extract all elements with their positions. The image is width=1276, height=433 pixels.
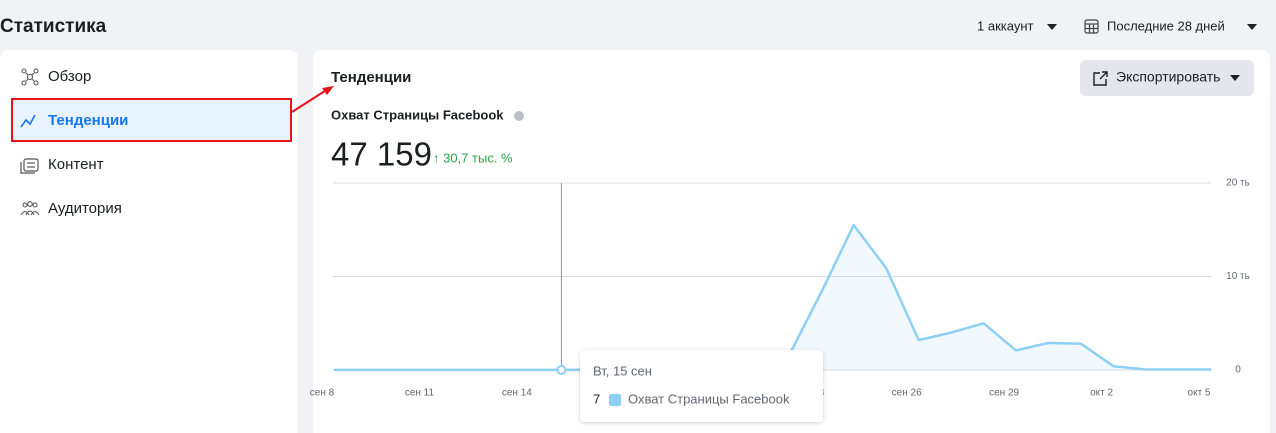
y-tick-label: 20 ть bbox=[1226, 178, 1250, 189]
sidebar bbox=[0, 50, 298, 433]
main-panel bbox=[313, 50, 1270, 433]
metric-change: ↑ 30,7 тыс. % bbox=[433, 150, 513, 165]
trends-icon bbox=[20, 114, 36, 128]
sidebar-item-active[interactable]: Тенденции bbox=[48, 112, 128, 129]
x-tick-label: окт 2 bbox=[1090, 388, 1113, 399]
x-tick-label: сен 14 bbox=[502, 388, 532, 399]
x-tick-label: сен 29 bbox=[989, 388, 1019, 399]
tooltip-swatch bbox=[609, 394, 621, 406]
x-tick-label: сен 8 bbox=[310, 388, 335, 399]
calendar-icon[interactable] bbox=[1084, 19, 1099, 34]
area-fill bbox=[334, 225, 1211, 370]
y-tick-label: 0 bbox=[1235, 365, 1241, 376]
x-tick-label: сен 11 bbox=[405, 388, 435, 399]
dropdown-arrow[interactable] bbox=[1230, 75, 1240, 81]
highlight-box bbox=[11, 98, 292, 142]
metric-total: 47 159 bbox=[331, 136, 432, 173]
export-label[interactable]: Экспортировать bbox=[1116, 69, 1220, 85]
sidebar-item[interactable]: Аудитория bbox=[48, 200, 122, 217]
page-title: Статистика bbox=[0, 16, 107, 37]
tooltip-box bbox=[580, 350, 823, 422]
account-selector[interactable]: 1 аккаунт bbox=[977, 18, 1033, 33]
info-icon[interactable] bbox=[514, 111, 524, 121]
export-button[interactable] bbox=[1080, 60, 1254, 96]
tooltip-value: 7 bbox=[593, 391, 600, 406]
annotation-arrow bbox=[291, 88, 329, 113]
tooltip-date: Вт, 15 сен bbox=[593, 363, 652, 378]
overview-icon bbox=[21, 68, 39, 86]
y-tick-label: 10 ть bbox=[1226, 271, 1250, 282]
content-icon bbox=[20, 158, 39, 174]
dropdown-arrow[interactable] bbox=[1247, 24, 1257, 30]
period-selector[interactable]: Последние 28 дней bbox=[1107, 18, 1225, 33]
hover-point bbox=[556, 364, 567, 375]
x-tick-label: окт 5 bbox=[1188, 388, 1211, 399]
export-icon[interactable] bbox=[1093, 71, 1108, 86]
tooltip-series: Охват Страницы Facebook bbox=[628, 391, 790, 406]
tooltip: Вт, 15 сен 7 Охват Страницы Facebook bbox=[580, 350, 823, 422]
sidebar-item[interactable]: Контент bbox=[48, 156, 104, 173]
metric-title: Охват Страницы Facebook bbox=[331, 107, 504, 122]
sidebar-item[interactable]: Обзор bbox=[48, 68, 91, 85]
sidebar-selected-bg bbox=[12, 99, 291, 141]
audience-icon bbox=[20, 201, 40, 216]
annotation-arrowhead bbox=[322, 86, 334, 95]
x-tick-label: сен 26 bbox=[892, 388, 922, 399]
panel-title: Тенденции bbox=[331, 69, 411, 86]
dropdown-arrow[interactable] bbox=[1047, 24, 1057, 30]
